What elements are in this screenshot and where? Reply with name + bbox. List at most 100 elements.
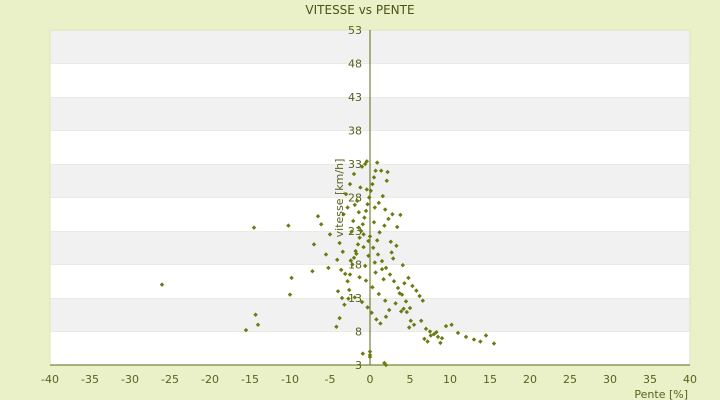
- scatter-point: [383, 314, 389, 319]
- scatter-point: [371, 220, 377, 225]
- y-tick-label: 53: [348, 24, 362, 37]
- scatter-point: [345, 279, 350, 284]
- scatter-point: [362, 161, 368, 167]
- scatter-point: [425, 339, 430, 344]
- scatter-point: [411, 322, 417, 328]
- x-tick-label: 5: [407, 373, 414, 386]
- scatter-point: [310, 268, 315, 274]
- scatter-point: [390, 256, 396, 261]
- scatter-point: [404, 309, 410, 315]
- scatter-point: [363, 208, 369, 214]
- scatter-point: [408, 318, 414, 324]
- x-tick-label: 40: [683, 373, 697, 386]
- x-tick-label: 0: [367, 373, 374, 386]
- scatter-point: [338, 267, 344, 273]
- y-tick-label: 28: [348, 192, 362, 205]
- x-axis-label: Pente [%]: [634, 388, 688, 400]
- scatter-point: [350, 218, 356, 224]
- scatter-point: [418, 318, 424, 324]
- x-tick-label: 35: [643, 373, 657, 386]
- scatter-point: [356, 210, 362, 215]
- scatter-point: [383, 362, 389, 368]
- scatter-point: [397, 291, 402, 296]
- scatter-point: [337, 315, 342, 321]
- scatter-point: [359, 164, 365, 169]
- scatter-point: [367, 354, 373, 360]
- scatter-point: [289, 275, 294, 281]
- scatter-point: [380, 193, 386, 199]
- scatter-point: [354, 251, 359, 257]
- x-tick-label: -25: [161, 373, 179, 386]
- scatter-point: [311, 242, 317, 247]
- x-tick-label: 15: [483, 373, 497, 386]
- x-tick-labels: -40 -35 -30 -25 -20 -15 -10 -5 0 5 10 15 20 25 30 35 40: [41, 373, 697, 386]
- scatter-point: [406, 325, 412, 330]
- scatter-point: [386, 307, 392, 313]
- scatter-point: [327, 232, 333, 237]
- scatter-point: [365, 305, 370, 310]
- chart-title: VITESSE vs PENTE: [305, 3, 414, 17]
- scatter-point: [420, 298, 426, 303]
- scatter-point: [379, 266, 385, 272]
- scatter-point: [347, 272, 353, 277]
- scatter-point: [478, 339, 483, 344]
- scatter-point: [355, 242, 361, 247]
- scatter-point: [253, 312, 258, 317]
- scatter-point: [439, 335, 445, 341]
- scatter-point: [402, 281, 407, 286]
- y-tick-labels: 53484338332823181383: [348, 24, 362, 372]
- scatter-point: [427, 329, 433, 334]
- scatter-point: [366, 253, 371, 259]
- scatter-point: [159, 282, 165, 287]
- scatter-point: [410, 283, 415, 289]
- scatter-point: [423, 326, 429, 332]
- scatter-point: [351, 171, 357, 177]
- scatter-point: [346, 296, 351, 301]
- scatter-point: [438, 340, 443, 346]
- scatter-point: [373, 270, 378, 275]
- scatter-point: [372, 260, 378, 265]
- scatter-point: [422, 336, 427, 342]
- scatter-point: [366, 238, 371, 244]
- scatter-point: [351, 255, 357, 261]
- scatter-point: [347, 181, 353, 187]
- scatter-point: [349, 229, 354, 234]
- scatter-point: [315, 214, 321, 219]
- scatter-point: [455, 330, 461, 336]
- y-tick-label: 48: [348, 58, 362, 71]
- scatter-point: [369, 310, 374, 315]
- scatter-point: [394, 243, 399, 248]
- scatter-point: [443, 323, 449, 329]
- scatter-point: [374, 160, 380, 165]
- scatter-point: [381, 277, 386, 282]
- scatter-point: [334, 257, 340, 263]
- x-tick-label: 30: [603, 373, 617, 386]
- x-tick-label: -15: [241, 373, 259, 386]
- scatter-point: [358, 185, 363, 190]
- scatter-point: [371, 175, 377, 180]
- scatter-point: [471, 337, 477, 342]
- scatter-point: [339, 295, 345, 301]
- scatter-point: [318, 222, 324, 227]
- scatter-point: [483, 333, 489, 338]
- scatter-point: [384, 178, 390, 183]
- scatter-point: [361, 232, 366, 237]
- scatter-point: [376, 291, 382, 297]
- scatter-point: [352, 295, 358, 300]
- scatter-point: [362, 215, 367, 220]
- scatter-point: [326, 265, 331, 271]
- scatter-point: [378, 321, 383, 326]
- scatter-point: [376, 200, 382, 206]
- x-tick-label: 10: [443, 373, 457, 386]
- scatter-point: [434, 329, 439, 335]
- scatter-point: [342, 302, 347, 307]
- scatter-point: [364, 187, 370, 192]
- scatter-point: [352, 202, 358, 208]
- scatter-point: [243, 327, 249, 333]
- scatter-point: [255, 322, 261, 328]
- scatter-point: [359, 299, 365, 305]
- scatter-point: [428, 333, 434, 338]
- scatter-point: [382, 298, 388, 303]
